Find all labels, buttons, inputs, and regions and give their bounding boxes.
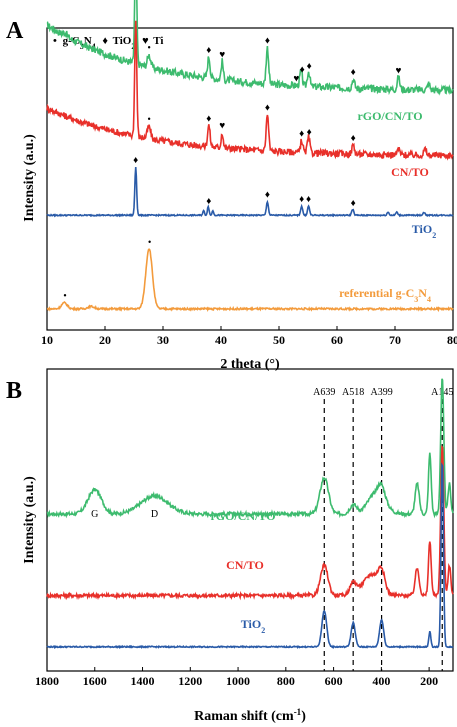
- series-line-tio2: [46, 167, 454, 218]
- peak-marker-cn-to: ♥: [219, 121, 225, 132]
- peak-marker-rgo-cn-to: ♦: [300, 64, 305, 75]
- peak-marker-tio2: ♦: [351, 198, 356, 209]
- series-line-cn-to: [46, 445, 454, 601]
- peak-marker-rgo-cn-to: ♥: [219, 49, 225, 60]
- reference-label-a399: A399: [370, 387, 392, 398]
- peak-marker-referential-g-c3n4: •: [63, 291, 67, 302]
- x-tick-label: 20: [99, 333, 111, 347]
- x-tick-label: 40: [215, 333, 227, 347]
- series-line-cn-to: [46, 20, 454, 161]
- peak-marker-cn-to: ♦: [299, 128, 304, 139]
- peak-marker-tio2: ♦: [206, 196, 211, 207]
- series-line-rgo-cn-to: [46, 378, 454, 519]
- panel-a-x-axis-label: 2 theta (°): [220, 357, 280, 372]
- reference-label-a639: A639: [313, 387, 335, 398]
- peak-marker-rgo-cn-to: •: [147, 43, 151, 54]
- x-tick-label: 70: [389, 333, 401, 347]
- series-label-tio2: TiO2: [412, 222, 436, 240]
- peak-marker-rgo-cn-to: ♥: [293, 74, 299, 85]
- x-tick-label: 1400: [131, 674, 155, 688]
- series-label-referential-g-c3n4: referential g-C3N4: [339, 286, 431, 304]
- band-label-d: D: [151, 509, 158, 520]
- x-tick-label: 1200: [178, 674, 202, 688]
- x-tick-label: 400: [372, 674, 390, 688]
- peak-marker-cn-to: ♦: [265, 103, 270, 114]
- panel-b-y-axis-label: Intensity (a.u.): [22, 476, 37, 564]
- peak-marker-tio2: ♦: [306, 194, 311, 205]
- legend-diamond-symbol: ♦: [102, 35, 108, 47]
- x-tick-label: 80: [447, 333, 457, 347]
- legend-heart-symbol: ♥: [142, 35, 149, 47]
- peak-marker-referential-g-c3n4: •: [148, 237, 152, 248]
- peak-marker-rgo-cn-to: ♦: [307, 61, 312, 72]
- series-label-tio2: TiO2: [241, 617, 265, 635]
- peak-marker-tio2: ♦: [265, 190, 270, 201]
- panel-b-frame: [46, 368, 454, 672]
- x-tick-label: 1000: [226, 674, 250, 688]
- peak-marker-rgo-cn-to: ♦: [351, 67, 356, 78]
- reference-label-a518: A518: [342, 387, 364, 398]
- x-tick-label: 60: [331, 333, 343, 347]
- band-label-g: G: [91, 509, 98, 520]
- series-label-rgo-cn-to: rGO/CN/TO: [210, 509, 275, 523]
- series-label-rgo-cn-to: rGO/CN/TO: [357, 109, 422, 123]
- x-tick-label: 600: [325, 674, 343, 688]
- x-tick-label: 30: [157, 333, 169, 347]
- peak-marker-cn-to: •: [147, 115, 151, 126]
- panel-a-y-axis-label: Intensity (a.u.): [22, 134, 37, 222]
- panel-a-letter: A: [6, 18, 24, 44]
- peak-marker-cn-to: ♦: [307, 127, 312, 138]
- series-label-cn-to: CN/TO: [391, 165, 429, 179]
- panel-a-frame: [46, 27, 454, 331]
- legend-bullet-symbol: •: [53, 35, 57, 47]
- x-tick-label: 50: [273, 333, 285, 347]
- peak-marker-cn-to: ♦: [351, 133, 356, 144]
- peak-marker-tio2: ♦: [299, 194, 304, 205]
- panel-b-x-axis-label: Raman shift (cm-1): [194, 707, 306, 724]
- peak-marker-rgo-cn-to: ♦: [265, 36, 270, 47]
- peak-marker-rgo-cn-to: ♦: [206, 45, 211, 56]
- peak-marker-cn-to: ♦: [206, 113, 211, 124]
- peak-marker-rgo-cn-to: ♥: [396, 65, 402, 76]
- x-tick-label: 200: [420, 674, 438, 688]
- peak-marker-tio2: ♦: [133, 155, 138, 166]
- x-tick-label: 800: [277, 674, 295, 688]
- x-tick-label: 1600: [83, 674, 107, 688]
- series-label-cn-to: CN/TO: [226, 558, 264, 572]
- series-line-rgo-cn-to: [46, 0, 454, 96]
- x-tick-label: 1800: [35, 674, 59, 688]
- series-line-referential-g-c3n4: [46, 248, 454, 313]
- panel-a-chart: • g-C3N4 ♦ TiO2 ♥ Ti ♦•♦♥♦♥♦♦♦♥•♦♥♦♦♦♦♦♦…: [22, 0, 457, 372]
- series-line-tio2: [46, 462, 454, 650]
- x-tick-label: 10: [41, 333, 53, 347]
- panel-b-letter: B: [6, 378, 22, 404]
